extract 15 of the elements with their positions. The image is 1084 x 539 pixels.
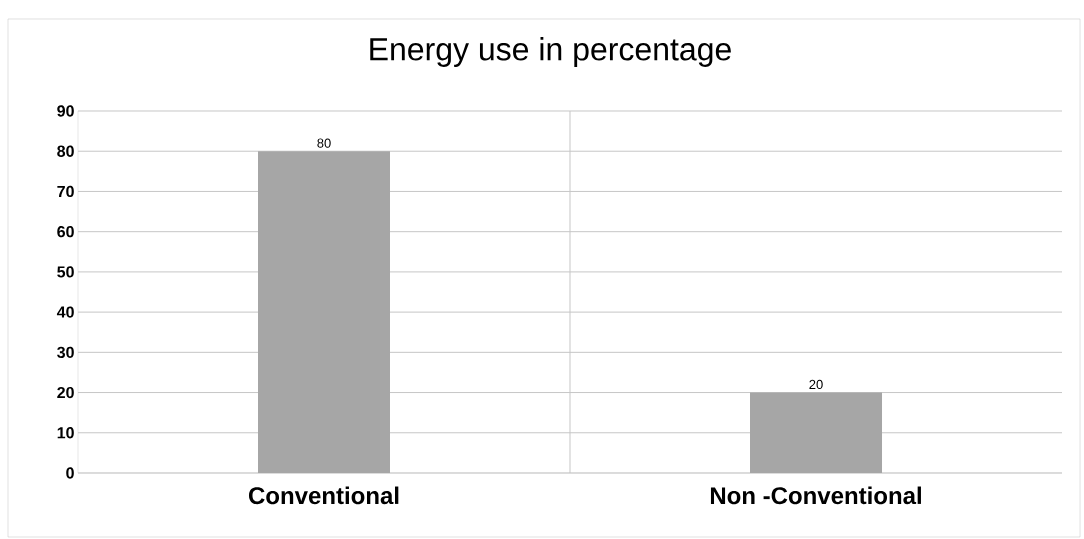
- y-tick-label: 30: [57, 346, 74, 359]
- y-tick-label: 10: [57, 427, 74, 439]
- y-tick-label: 40: [56, 306, 74, 318]
- data-label: 80: [317, 138, 331, 148]
- y-tick-label: 20: [57, 386, 74, 399]
- chart-title: Energy use in percentage: [370, 37, 731, 67]
- x-tick-label: Conventional: [248, 486, 399, 505]
- y-tick-label: 90: [57, 105, 74, 117]
- y-tick-label: 70: [57, 185, 74, 198]
- x-tick-label: Non -Conventional: [710, 486, 921, 505]
- y-tick-label: 80: [57, 145, 74, 157]
- y-tick-label: 0: [66, 467, 74, 479]
- y-tick-label: 60: [57, 226, 74, 238]
- data-label: 20: [809, 379, 823, 390]
- y-tick-label: 50: [57, 266, 74, 278]
